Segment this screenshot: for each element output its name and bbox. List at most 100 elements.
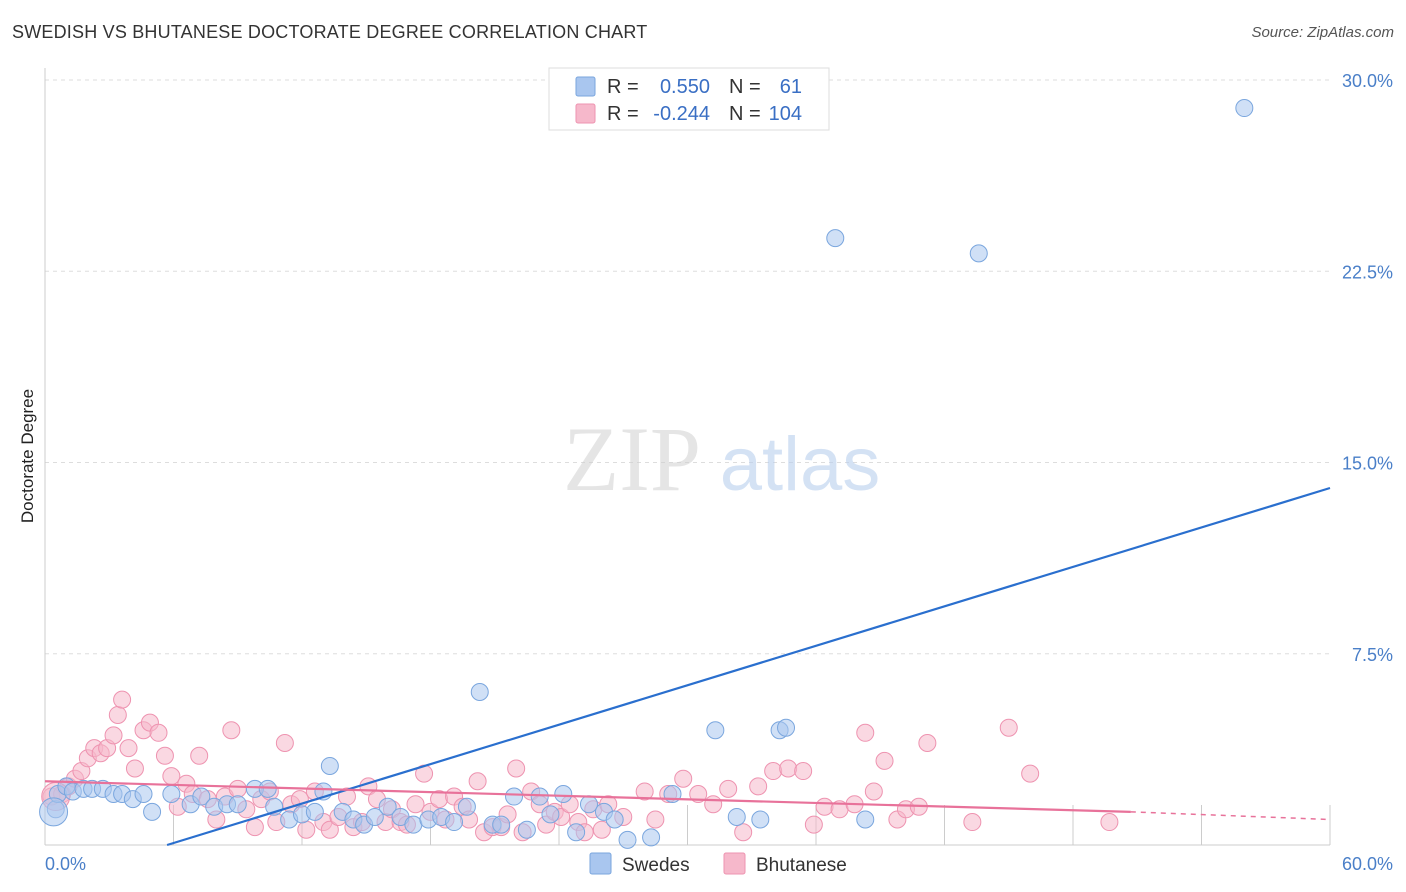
series-swedes-points [39,99,1254,849]
bhutanese-point [297,820,316,839]
swedes-point [305,802,324,821]
bhutanese-point [779,759,798,778]
bhutanese-point [190,746,209,765]
trendline-bhutanese-extension [1130,811,1331,821]
legend-r-label-swedes: R = [607,76,639,98]
swedes-point [445,813,464,832]
y-tick-label: 7.5% [1352,645,1393,665]
y-tick-labels: 7.5% 15.0% 22.5% 30.0% [1342,71,1393,665]
legend-n-label-bhutanese: N = [729,103,761,125]
legend-swatch-bhutanese [575,103,596,124]
bhutanese-point [646,810,665,829]
swedes-point-cluster [39,797,69,827]
legend-swatch-swedes [575,76,596,97]
bhutanese-point [162,767,181,786]
swedes-point [751,810,770,829]
swedes-point [162,785,181,803]
bhutanese-point [674,769,693,788]
swedes-point [554,785,573,803]
watermark-atlas: atlas [720,422,881,507]
legend: R = 0.550 N = 61 R = -0.244 N = 104 [548,67,830,131]
bhutanese-point [113,690,132,709]
legend-r-value-swedes: 0.550 [660,76,710,98]
swedes-point [143,802,162,821]
bhutanese-point [815,797,834,816]
grid [45,79,1330,655]
bhutanese-point [689,785,708,803]
swedes-point [530,787,549,806]
watermark-zip: ZIP [563,408,701,510]
swedes-point [505,787,524,806]
bhutanese-point [864,782,883,801]
swedes-point [492,815,511,834]
bhutanese-point [794,762,813,781]
watermark: ZIP atlas [563,408,880,510]
bhutanese-point [507,759,526,778]
swedes-point [969,244,988,263]
bhutanese-point [406,795,425,814]
trendline-swedes [166,486,1331,847]
y-tick-label: 30.0% [1342,71,1393,91]
bottom-legend-swatch-bhutanese [723,852,746,875]
bhutanese-point [963,813,982,832]
swedes-point [642,828,661,847]
bhutanese-point [468,772,487,791]
bhutanese-point [856,723,875,742]
trendlines [44,486,1331,847]
series-bhutanese-points [41,690,1119,842]
bhutanese-point [734,823,753,842]
bhutanese-point [1100,813,1119,832]
bhutanese-point [155,746,174,765]
swedes-point [320,756,339,775]
chart-title: SWEDISH VS BHUTANESE DOCTORATE DEGREE CO… [12,22,648,42]
bhutanese-point [635,782,654,801]
bottom-legend-label-swedes: Swedes [622,855,690,876]
bhutanese-point [1021,764,1040,783]
y-tick-label: 22.5% [1342,262,1393,282]
swedes-point [706,721,725,740]
swedes-point [567,823,586,842]
legend-n-value-swedes: 61 [780,76,802,98]
legend-n-label-swedes: N = [729,76,761,98]
y-tick-label: 15.0% [1342,454,1393,474]
bhutanese-point [875,751,894,770]
legend-box [548,67,830,131]
bhutanese-point [592,820,611,839]
bhutanese-point [719,779,738,798]
swedes-point [404,815,423,834]
bhutanese-point [999,718,1018,737]
legend-r-value-bhutanese: -0.244 [653,103,710,125]
bhutanese-point [104,726,123,745]
x-tick-label-max: 60.0% [1342,854,1393,874]
legend-n-value-bhutanese: 104 [769,103,802,125]
swedes-point [777,718,796,737]
bhutanese-point [804,815,823,834]
swedes-point [228,795,247,814]
swedes-point [826,229,845,248]
swedes-point [541,805,560,824]
bottom-legend: Swedes Bhutanese [589,852,847,876]
bhutanese-point [704,795,723,814]
x-tick-label-min: 0.0% [45,854,86,874]
bottom-legend-swatch-swedes [589,852,612,875]
swedes-point [579,795,598,814]
y-axis-label: Doctorate Degree [18,389,37,523]
bhutanese-point [764,762,783,781]
swedes-point [618,830,637,849]
swedes-point [470,683,489,701]
chart-source: Source: ZipAtlas.com [1251,24,1394,41]
swedes-point [378,797,397,816]
bhutanese-point [119,739,138,758]
bhutanese-point [320,820,339,839]
swedes-point [365,807,384,826]
bhutanese-point [125,759,144,778]
swedes-point [192,787,211,806]
swedes-point [1235,99,1254,118]
swedes-point [457,797,476,816]
bhutanese-point [149,723,168,742]
swedes-point [134,785,153,803]
bhutanese-point [228,779,247,798]
swedes-point [258,779,277,798]
trendline-bhutanese [44,780,1131,813]
